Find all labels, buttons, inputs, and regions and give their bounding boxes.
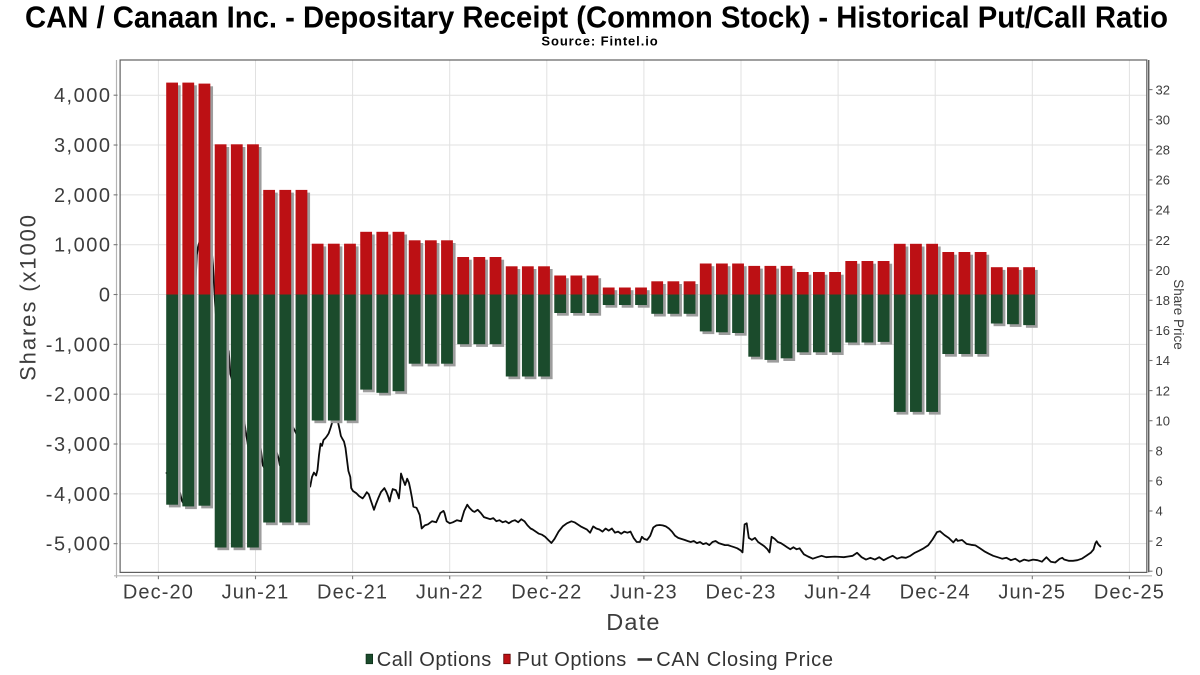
svg-text:22: 22	[1156, 233, 1170, 248]
svg-text:16: 16	[1156, 323, 1170, 338]
svg-text:Dec-20: Dec-20	[123, 582, 194, 604]
svg-text:CAN / Canaan Inc. - Depositary: CAN / Canaan Inc. - Depositary Receipt (…	[25, 0, 1168, 35]
svg-text:Shares (x1000: Shares (x1000	[16, 213, 41, 381]
svg-text:Jun-21: Jun-21	[222, 582, 290, 604]
svg-text:Dec-25: Dec-25	[1094, 582, 1165, 604]
svg-text:Share Price: Share Price	[1171, 279, 1186, 350]
svg-text:20: 20	[1156, 263, 1170, 278]
svg-text:4,000: 4,000	[54, 85, 112, 107]
svg-text:Source: Fintel.io: Source: Fintel.io	[541, 34, 658, 49]
svg-text:14: 14	[1156, 353, 1170, 368]
svg-text:-1,000: -1,000	[46, 334, 112, 356]
svg-text:Jun-22: Jun-22	[416, 582, 484, 604]
svg-text:1,000: 1,000	[54, 235, 112, 257]
svg-text:12: 12	[1156, 383, 1170, 398]
svg-text:Dec-21: Dec-21	[317, 582, 388, 604]
svg-text:Dec-22: Dec-22	[511, 582, 582, 604]
svg-text:Call Options: Call Options	[377, 649, 492, 671]
svg-text:-3,000: -3,000	[46, 434, 112, 456]
svg-text:Dec-23: Dec-23	[705, 582, 776, 604]
svg-text:Date: Date	[606, 609, 660, 635]
svg-text:Jun-24: Jun-24	[804, 582, 872, 604]
svg-text:28: 28	[1156, 143, 1170, 158]
svg-text:-4,000: -4,000	[46, 484, 112, 506]
svg-text:Put Options: Put Options	[517, 649, 627, 671]
svg-text:0: 0	[99, 285, 112, 307]
svg-text:2: 2	[1156, 534, 1163, 549]
svg-text:CAN Closing Price: CAN Closing Price	[656, 649, 834, 671]
svg-text:Jun-23: Jun-23	[610, 582, 678, 604]
svg-text:24: 24	[1156, 203, 1170, 218]
svg-text:2,000: 2,000	[54, 185, 112, 207]
svg-text:32: 32	[1156, 82, 1170, 97]
svg-text:26: 26	[1156, 173, 1170, 188]
svg-text:8: 8	[1156, 444, 1163, 459]
svg-text:6: 6	[1156, 474, 1163, 489]
svg-text:Dec-24: Dec-24	[900, 582, 971, 604]
svg-text:-2,000: -2,000	[46, 384, 112, 406]
svg-text:4: 4	[1156, 504, 1163, 519]
svg-text:-5,000: -5,000	[46, 534, 112, 556]
svg-text:30: 30	[1156, 112, 1170, 127]
svg-text:Jun-25: Jun-25	[998, 582, 1066, 604]
svg-text:3,000: 3,000	[54, 135, 112, 157]
svg-text:0: 0	[1156, 564, 1163, 579]
svg-text:18: 18	[1156, 293, 1170, 308]
svg-text:10: 10	[1156, 413, 1170, 428]
